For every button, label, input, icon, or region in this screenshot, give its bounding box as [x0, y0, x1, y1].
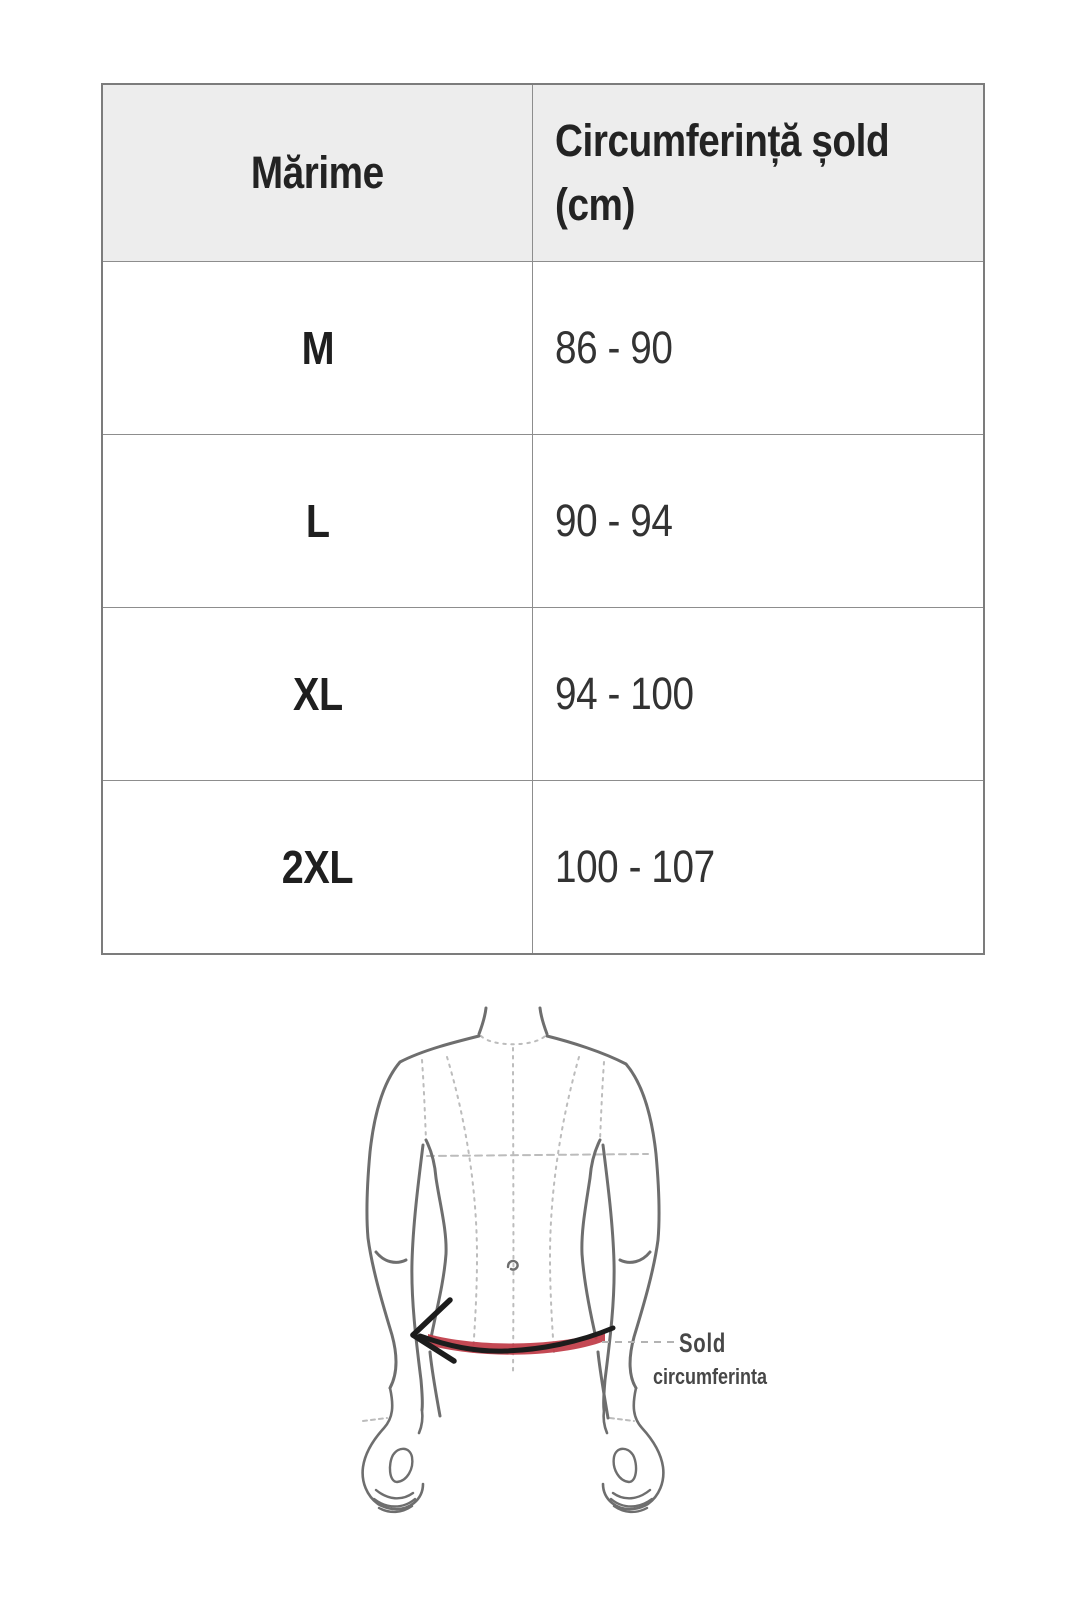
right-thumb-curl [612, 1447, 638, 1484]
right-arm-outline [545, 1034, 661, 1390]
column-header-size-label: Mărime [251, 147, 385, 199]
column-header-circumference: Circumferință șold (cm) [532, 83, 985, 262]
size-value: XL [292, 668, 343, 720]
column-header-size: Mărime [101, 83, 534, 262]
circumference-cell: 86 - 90 [532, 261, 985, 435]
left-finger-line [377, 1504, 414, 1514]
neck-left-line [477, 1006, 488, 1036]
right-finger-line [611, 1488, 652, 1500]
size-value: 2XL [282, 841, 354, 893]
table-row-xl: XL 94 - 100 [101, 607, 985, 781]
size-cell: L [101, 434, 534, 608]
circumference-value: 86 - 90 [555, 322, 673, 373]
circumference-cell: 100 - 107 [532, 780, 985, 955]
table-row-2xl: 2XL 100 - 107 [101, 780, 985, 955]
left-hand-outline [361, 1386, 425, 1511]
circumference-value: 100 - 107 [555, 841, 715, 892]
measuring-arrow [410, 1297, 616, 1364]
left-hip-line [428, 1350, 442, 1418]
table-row-l: L 90 - 94 [101, 434, 985, 608]
left-torso-side [424, 1138, 448, 1340]
arrowhead-upper-barb [410, 1297, 453, 1338]
header-row: Mărime Circumferință șold (cm) [101, 83, 985, 262]
size-table-header: Mărime Circumferință șold (cm) [101, 83, 985, 262]
size-value: L [305, 495, 330, 547]
column-header-circumference-label: Circumferință șold (cm) [555, 115, 890, 230]
circumference-value: 90 - 94 [555, 495, 673, 546]
size-value: M [301, 322, 334, 374]
left-finger-line [372, 1497, 417, 1508]
size-table-body: M 86 - 90 L 90 - 94 XL 94 - 100 2XL [101, 261, 985, 955]
body-back-diagram: Sold circumferinta [361, 1006, 768, 1514]
hip-label-line1: Sold [679, 1328, 726, 1358]
size-cell: 2XL [101, 780, 534, 955]
hip-label-line2: circumferinta [653, 1364, 768, 1389]
size-cell: M [101, 261, 534, 435]
right-elbow-mark [618, 1250, 652, 1264]
neck-right-line [538, 1006, 549, 1036]
circumference-cell: 94 - 100 [532, 607, 985, 781]
right-finger-line [612, 1504, 649, 1514]
left-arm-inner-line [410, 1143, 425, 1412]
right-arm-inner-line [601, 1143, 616, 1412]
right-hip-line [596, 1350, 610, 1420]
left-thumb-curl [388, 1447, 414, 1484]
hip-measurement-figure: Sold circumferinta [280, 990, 780, 1600]
navel-mark [506, 1259, 519, 1271]
size-cell: XL [101, 607, 534, 781]
left-wrist-inner [417, 1408, 424, 1435]
right-torso-side [580, 1138, 602, 1340]
size-table: Mărime Circumferință șold (cm) M 86 - 90… [101, 83, 985, 955]
left-finger-line [374, 1488, 415, 1500]
circumference-value: 94 - 100 [555, 668, 694, 719]
right-finger-line [609, 1497, 654, 1508]
seam-dotted-lines [362, 1035, 649, 1422]
circumference-cell: 90 - 94 [532, 434, 985, 608]
left-elbow-mark [374, 1250, 408, 1264]
arrowhead-lower-barb [410, 1332, 457, 1364]
right-hand-outline [601, 1386, 665, 1511]
left-arm-outline [365, 1034, 481, 1390]
right-wrist-inner [602, 1408, 609, 1435]
table-row-m: M 86 - 90 [101, 261, 985, 435]
body-outline [361, 1006, 665, 1514]
tape-curve [417, 1325, 616, 1354]
